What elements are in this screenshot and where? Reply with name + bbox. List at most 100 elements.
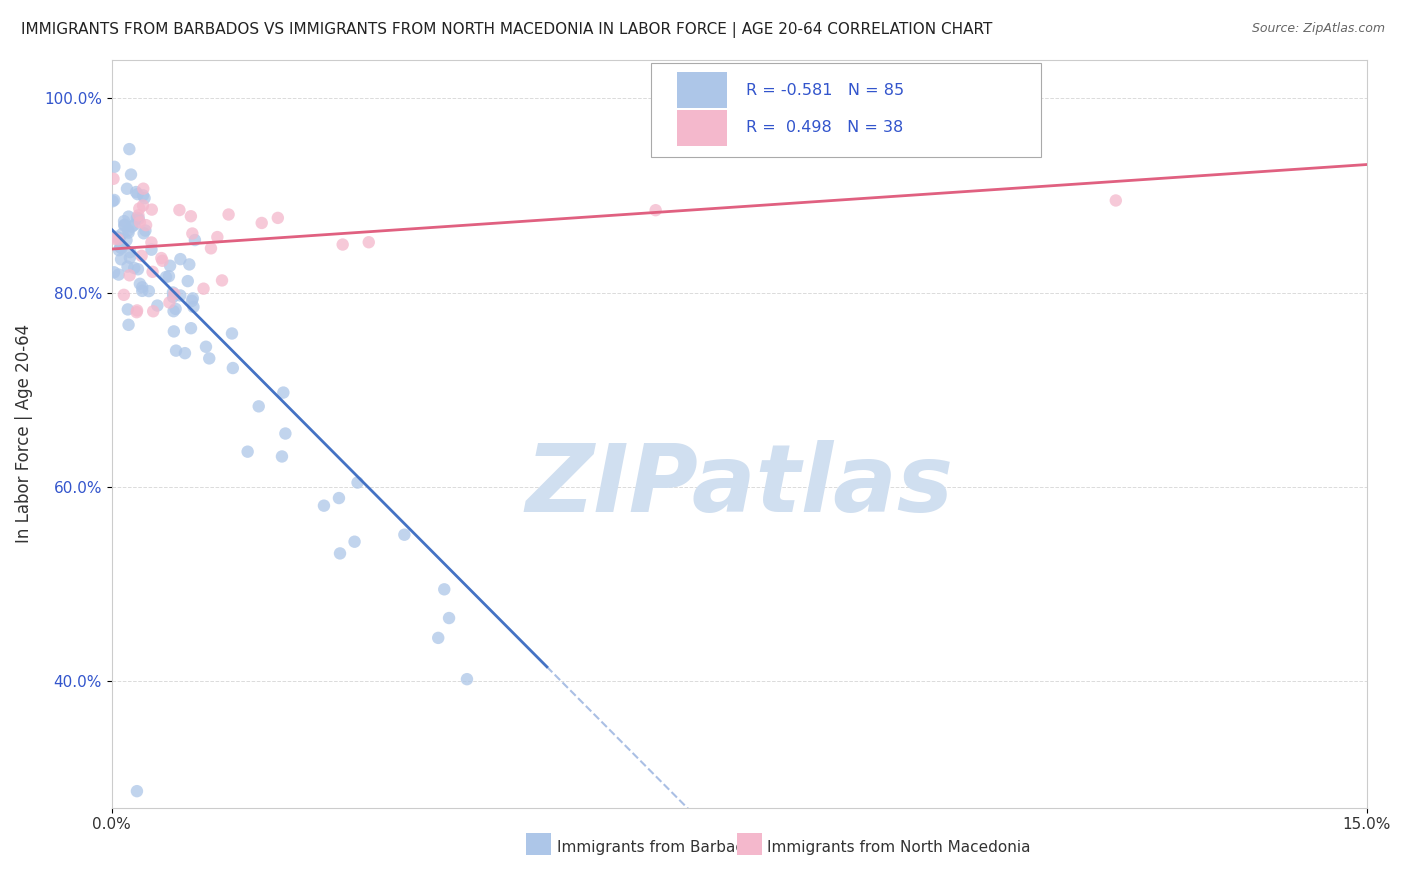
Point	[157, 295, 180, 310]
Point	[105, 229, 128, 244]
Point	[159, 259, 181, 273]
Point	[184, 233, 207, 247]
Point	[312, 499, 335, 513]
Point	[121, 219, 143, 234]
Point	[179, 257, 201, 271]
Point	[125, 211, 148, 225]
Point	[134, 191, 156, 205]
Point	[125, 303, 148, 318]
Point	[117, 318, 139, 332]
Point	[165, 343, 187, 358]
Point	[437, 611, 460, 625]
Point	[131, 280, 153, 294]
Point	[132, 227, 155, 241]
Point	[125, 784, 148, 798]
Text: Immigrants from Barbados: Immigrants from Barbados	[557, 840, 762, 855]
Point	[131, 249, 153, 263]
Text: R =  0.498   N = 38: R = 0.498 N = 38	[745, 120, 903, 136]
Point	[115, 233, 138, 247]
Point	[110, 240, 132, 254]
Point	[433, 582, 456, 597]
Point	[117, 210, 139, 224]
Point	[135, 218, 157, 232]
Point	[146, 299, 169, 313]
Point	[111, 227, 134, 241]
Point	[194, 340, 217, 354]
Point	[267, 211, 290, 225]
Point	[157, 269, 180, 284]
Point	[427, 631, 450, 645]
Point	[141, 202, 163, 217]
Point	[118, 251, 141, 265]
Point	[117, 260, 139, 274]
Point	[169, 202, 191, 217]
Point	[103, 193, 125, 207]
Point	[181, 292, 204, 306]
Point	[155, 270, 177, 285]
Point	[169, 288, 191, 302]
Text: Immigrants from North Macedonia: Immigrants from North Macedonia	[768, 840, 1031, 855]
Point	[120, 245, 142, 260]
Text: IMMIGRANTS FROM BARBADOS VS IMMIGRANTS FROM NORTH MACEDONIA IN LABOR FORCE | AGE: IMMIGRANTS FROM BARBADOS VS IMMIGRANTS F…	[21, 22, 993, 38]
Point	[141, 243, 163, 257]
Point	[329, 546, 352, 560]
Point	[117, 223, 139, 237]
Point	[218, 207, 240, 221]
Point	[107, 232, 129, 246]
FancyBboxPatch shape	[676, 110, 727, 145]
Point	[128, 277, 150, 291]
Point	[118, 142, 141, 156]
Point	[114, 218, 136, 232]
Point	[165, 301, 187, 316]
Point	[180, 293, 202, 308]
Point	[150, 251, 173, 265]
Point	[183, 300, 205, 314]
Point	[247, 400, 270, 414]
Point	[129, 215, 152, 229]
Point	[211, 273, 233, 287]
Point	[141, 235, 163, 250]
FancyBboxPatch shape	[676, 72, 727, 108]
Point	[181, 227, 204, 241]
Point	[124, 218, 146, 232]
Point	[274, 426, 297, 441]
Point	[271, 450, 294, 464]
Point	[193, 282, 215, 296]
Point	[177, 274, 200, 288]
Point	[138, 284, 160, 298]
Point	[132, 198, 155, 212]
Point	[394, 527, 416, 541]
Point	[343, 534, 366, 549]
Point	[198, 351, 221, 366]
Point	[236, 444, 259, 458]
Point	[110, 252, 132, 267]
Point	[142, 304, 165, 318]
Point	[103, 232, 125, 246]
Point	[357, 235, 380, 250]
Point	[273, 385, 295, 400]
Point	[456, 672, 478, 686]
Point	[120, 168, 142, 182]
Point	[125, 305, 148, 319]
Point	[112, 288, 135, 302]
Point	[112, 219, 135, 233]
Point	[328, 491, 350, 505]
Point	[128, 202, 150, 216]
Point	[134, 223, 156, 237]
Point	[128, 211, 150, 226]
Point	[112, 214, 135, 228]
Point	[169, 252, 191, 266]
Point	[131, 284, 153, 298]
Point	[122, 260, 145, 275]
Point	[125, 185, 148, 199]
Point	[127, 262, 149, 277]
Point	[117, 226, 139, 240]
Point	[108, 231, 131, 245]
Point	[250, 216, 273, 230]
Point	[132, 188, 155, 202]
Point	[644, 203, 666, 218]
Point	[162, 304, 184, 318]
Point	[207, 230, 229, 244]
Point	[107, 268, 129, 282]
Point	[180, 321, 202, 335]
